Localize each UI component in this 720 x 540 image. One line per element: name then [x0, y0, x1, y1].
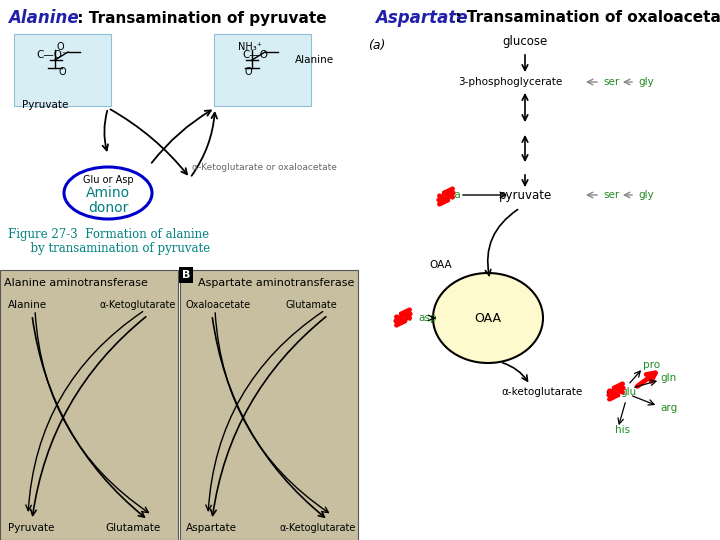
- Text: NH₃⁺: NH₃⁺: [238, 42, 262, 52]
- Text: Alanine: Alanine: [8, 9, 78, 27]
- Text: donor: donor: [88, 201, 128, 215]
- Text: : Transamination of pyruvate: : Transamination of pyruvate: [72, 10, 327, 25]
- Text: O: O: [244, 67, 252, 77]
- Text: by transamination of pyruvate: by transamination of pyruvate: [8, 242, 210, 255]
- Text: glu: glu: [620, 387, 636, 397]
- Text: asp: asp: [418, 313, 436, 323]
- Text: 3-phosphoglycerate: 3-phosphoglycerate: [458, 77, 562, 87]
- Text: α-Ketoglutarate: α-Ketoglutarate: [100, 300, 176, 310]
- Text: α-Ketoglutarate: α-Ketoglutarate: [280, 523, 356, 533]
- Ellipse shape: [64, 167, 152, 219]
- Text: Pyruvate: Pyruvate: [8, 523, 55, 533]
- Text: Alanine aminotransferase: Alanine aminotransferase: [4, 278, 148, 288]
- FancyBboxPatch shape: [214, 34, 311, 106]
- Text: B: B: [182, 270, 190, 280]
- Text: Aspartate aminotransferase: Aspartate aminotransferase: [198, 278, 354, 288]
- Text: Alanine: Alanine: [295, 55, 334, 65]
- Text: ser: ser: [603, 190, 619, 200]
- Text: C—O⁻: C—O⁻: [242, 50, 274, 60]
- Text: arg: arg: [660, 403, 678, 413]
- Text: Figure 27-3  Formation of alanine: Figure 27-3 Formation of alanine: [8, 228, 209, 241]
- Text: Aspartate: Aspartate: [375, 9, 467, 27]
- Text: Glu or Asp: Glu or Asp: [83, 175, 133, 185]
- Text: pro: pro: [643, 360, 660, 370]
- Ellipse shape: [433, 273, 543, 363]
- Text: Amino: Amino: [86, 186, 130, 200]
- Text: OAA: OAA: [474, 312, 502, 325]
- Text: (a): (a): [368, 38, 385, 51]
- Text: Glutamate: Glutamate: [285, 300, 337, 310]
- Text: ala: ala: [445, 190, 461, 200]
- Text: Pyruvate: Pyruvate: [22, 100, 68, 110]
- Text: gln: gln: [660, 373, 676, 383]
- Text: pyruvate: pyruvate: [498, 188, 552, 201]
- Text: Alanine: Alanine: [8, 300, 47, 310]
- Text: C—O⁻: C—O⁻: [36, 50, 68, 60]
- Text: α-Ketoglutarate or oxaloacetate: α-Ketoglutarate or oxaloacetate: [192, 164, 337, 172]
- FancyBboxPatch shape: [14, 34, 111, 106]
- Text: his: his: [615, 425, 630, 435]
- Text: Oxaloacetate: Oxaloacetate: [186, 300, 251, 310]
- Text: Aspartate: Aspartate: [186, 523, 237, 533]
- FancyBboxPatch shape: [180, 270, 358, 540]
- Text: α-ketoglutarate: α-ketoglutarate: [501, 387, 582, 397]
- Text: Glutamate: Glutamate: [105, 523, 161, 533]
- Text: asn: asn: [393, 313, 412, 323]
- Text: glucose: glucose: [503, 36, 548, 49]
- Text: gly: gly: [638, 190, 654, 200]
- Text: O: O: [58, 67, 66, 77]
- Text: gly: gly: [638, 77, 654, 87]
- Text: OAA: OAA: [429, 260, 452, 270]
- Text: ser: ser: [603, 77, 619, 87]
- Text: O: O: [56, 42, 64, 52]
- Text: : Transamination of oxaloacetate: : Transamination of oxaloacetate: [450, 10, 720, 25]
- FancyBboxPatch shape: [0, 270, 178, 540]
